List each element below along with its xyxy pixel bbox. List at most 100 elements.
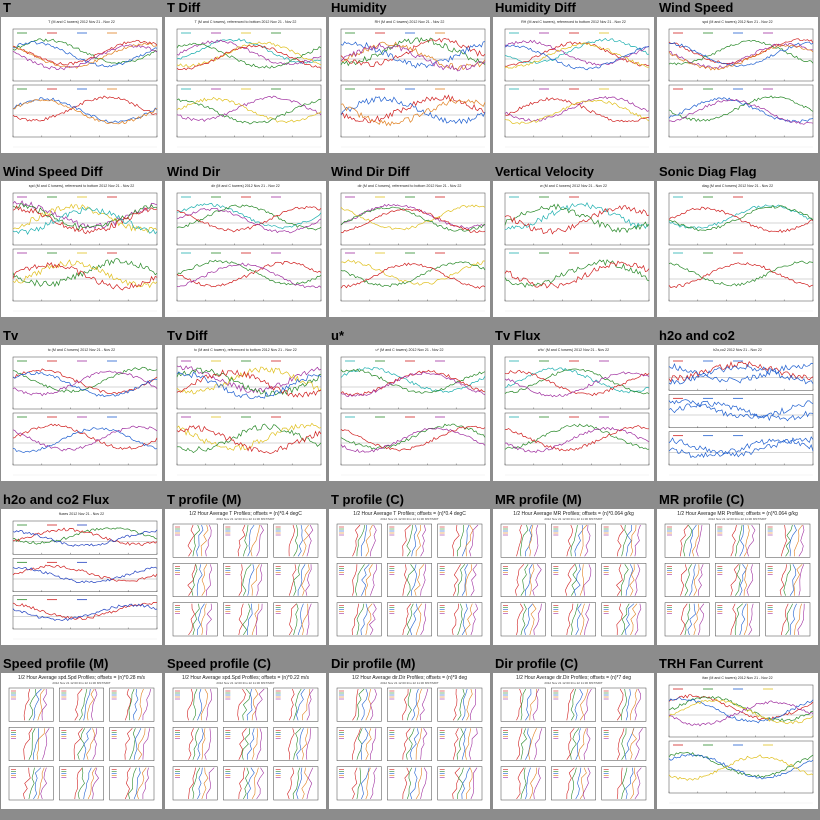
plot-subheader: 2012 Nov 21 12:00 thru 22 11:30 MST/MDT xyxy=(544,681,602,685)
thumbnail-title[interactable]: Tv Diff xyxy=(167,328,208,343)
profile-line xyxy=(247,524,255,557)
thumbnail-title[interactable]: Sonic Diag Flag xyxy=(659,164,757,179)
thumbnail-title[interactable]: Tv Flux xyxy=(495,328,541,343)
profile-line xyxy=(616,524,624,557)
series-line xyxy=(12,602,158,620)
profile-panel xyxy=(551,727,596,761)
profile-line xyxy=(196,524,204,557)
series-line xyxy=(668,38,814,65)
thumbnail-title[interactable]: Dir profile (C) xyxy=(495,656,579,671)
thumbnail-image-ustar[interactable]: u* (M and C towers) 2012 Nov 21 - Nov 22 xyxy=(329,345,490,481)
thumbnail-title[interactable]: T Diff xyxy=(167,0,201,15)
thumbnail-title[interactable]: Wind Speed Diff xyxy=(3,164,103,179)
profile-line xyxy=(402,767,410,800)
profile-panel xyxy=(551,766,596,801)
thumbnail-image-vertical-velocity[interactable]: w (M and C towers) 2012 Nov 21 - Nov 22 xyxy=(493,181,654,317)
profile-panel xyxy=(223,602,268,637)
profile-line xyxy=(129,728,136,760)
profile-line xyxy=(92,728,97,760)
thumbnail-title[interactable]: T profile (M) xyxy=(167,492,242,507)
thumbnail-image-t-diff[interactable]: T (M and C towers), referenced to bottom… xyxy=(165,17,326,153)
thumbnail-image-tv-flux[interactable]: w'tc' (M and C towers) 2012 Nov 21 - Nov… xyxy=(493,345,654,481)
profile-line xyxy=(616,603,623,636)
thumbnail-image-t-profile-c[interactable]: 1/2 Hour Average T Profiles; offsets = (… xyxy=(329,509,490,645)
profile-line xyxy=(698,564,704,596)
profile-line xyxy=(533,603,542,636)
series-line xyxy=(668,700,814,727)
series-line xyxy=(668,696,814,722)
profile-panel xyxy=(109,687,155,722)
plot-subheader: 2012 Nov 21 12:00 thru 22 11:30 MST/MDT xyxy=(380,681,438,685)
thumbnail-title[interactable]: Wind Dir xyxy=(167,164,221,179)
profile-line xyxy=(251,688,259,721)
thumbnail-title[interactable]: MR profile (M) xyxy=(495,492,582,507)
thumbnail-cell-speed-profile-m: Speed profile (M) 1/2 Hour Average spd.Sp… xyxy=(0,656,164,820)
profile-line xyxy=(529,603,537,636)
thumbnail-image-mr-profile-c[interactable]: 1/2 Hour Average MR Profiles; offsets = … xyxy=(657,509,818,645)
profile-panel xyxy=(387,602,432,637)
profile-panel xyxy=(765,563,811,597)
thumbnail-image-mr-profile-m[interactable]: 1/2 Hour Average MR Profiles; offsets = … xyxy=(493,509,654,645)
series-line xyxy=(340,368,486,394)
thumbnail-image-trh-fan-current[interactable]: ifan (M and C towers) 2012 Nov 21 - Nov … xyxy=(657,673,818,809)
plot-panel xyxy=(12,595,158,630)
thumbnail-title[interactable]: Humidity Diff xyxy=(495,0,576,15)
thumbnail-title[interactable]: MR profile (C) xyxy=(659,492,745,507)
thumbnail-title[interactable]: h2o and co2 xyxy=(659,328,735,343)
plot-header: u* (M and C towers) 2012 Nov 21 - Nov 22 xyxy=(376,348,444,352)
thumbnail-image-dir-profile-m[interactable]: 1/2 Hour Average dir.Dir Profiles; offse… xyxy=(329,673,490,809)
thumbnail-title[interactable]: TRH Fan Current xyxy=(659,656,763,671)
thumbnail-title[interactable]: Vertical Velocity xyxy=(495,164,595,179)
thumbnail-image-tv[interactable]: tc (M and C towers) 2012 Nov 21 - Nov 22 xyxy=(1,345,162,481)
thumbnail-image-humidity[interactable]: RH (M and C towers) 2012 Nov 21 - Nov 22 xyxy=(329,17,490,153)
thumbnail-image-wind-speed[interactable]: spd (M and C towers) 2012 Nov 21 - Nov 2… xyxy=(657,17,818,153)
thumbnail-image-h2o-and-co2[interactable]: h2o,co2 2012 Nov 21 - Nov 22 xyxy=(657,345,818,481)
profile-line xyxy=(691,525,700,557)
thumbnail-title[interactable]: Tv xyxy=(3,328,19,343)
profile-line xyxy=(630,524,637,557)
profile-line xyxy=(256,524,264,557)
thumbnail-image-tv-diff[interactable]: tc (M and C towers), referenced to botto… xyxy=(165,345,326,481)
thumbnail-title[interactable]: h2o and co2 Flux xyxy=(3,492,110,507)
thumbnail-title[interactable]: Speed profile (M) xyxy=(3,656,109,671)
profile-line xyxy=(578,728,587,760)
thumbnail-image-dir-profile-c[interactable]: 1/2 Hour Average dir.Dir Profiles; offse… xyxy=(493,673,654,809)
profile-panel xyxy=(8,727,54,761)
profile-line xyxy=(197,688,203,721)
series-line xyxy=(340,204,486,231)
profile-panel xyxy=(273,766,319,801)
profile-line xyxy=(783,564,792,596)
series-line xyxy=(340,423,486,450)
profile-line xyxy=(532,688,540,721)
profile-line xyxy=(630,603,638,636)
thumbnail-cell-humidity: Humidity RH (M and C towers) 2012 Nov 21 … xyxy=(328,0,492,164)
thumbnail-title[interactable]: Wind Speed xyxy=(659,0,734,15)
profile-panel xyxy=(172,563,218,597)
thumbnail-image-t-profile-m[interactable]: 1/2 Hour Average T Profiles; offsets = (… xyxy=(165,509,326,645)
thumbnail-image-speed-profile-m[interactable]: 1/2 Hour Average spd.Spd Profiles; offse… xyxy=(1,673,162,809)
thumbnail-image-wind-dir[interactable]: dir (M and C towers) 2012 Nov 21 - Nov 2… xyxy=(165,181,326,317)
profile-line xyxy=(206,688,213,721)
series-line xyxy=(504,41,650,67)
thumbnail-title[interactable]: Speed profile (C) xyxy=(167,656,272,671)
thumbnail-image-speed-profile-c[interactable]: 1/2 Hour Average spd.Spd Profiles; offse… xyxy=(165,673,326,809)
profile-line xyxy=(128,767,137,800)
thumbnail-image-wind-dir-diff[interactable]: dir (M and C towers), referenced to bott… xyxy=(329,181,490,317)
profile-line xyxy=(415,525,421,557)
thumbnail-image-t[interactable]: T (M and C towers) 2012 Nov 21 - Nov 22 xyxy=(1,17,162,153)
thumbnail-image-humidity-diff[interactable]: RH (M and C towers), referenced to botto… xyxy=(493,17,654,153)
thumbnail-title[interactable]: Dir profile (M) xyxy=(331,656,416,671)
profile-line xyxy=(370,524,377,557)
thumbnail-title[interactable]: u* xyxy=(331,328,344,343)
thumbnail-title[interactable]: Humidity xyxy=(331,0,387,15)
plot-image: RH (M and C towers), referenced to botto… xyxy=(504,20,650,148)
profile-line xyxy=(370,688,377,721)
thumbnail-title[interactable]: T profile (C) xyxy=(331,492,404,507)
thumbnail-title[interactable]: Wind Dir Diff xyxy=(331,164,410,179)
series-line xyxy=(12,371,158,398)
series-line xyxy=(504,371,650,398)
thumbnail-image-wind-speed-diff[interactable]: spd (M and C towers), referenced to bott… xyxy=(1,181,162,317)
thumbnail-image-sonic-diag-flag[interactable]: diag (M and C towers) 2012 Nov 21 - Nov … xyxy=(657,181,818,317)
thumbnail-title[interactable]: T xyxy=(3,0,11,15)
thumbnail-image-h2o-and-co2-flux[interactable]: fluxes 2012 Nov 21 - Nov 22 xyxy=(1,509,162,645)
